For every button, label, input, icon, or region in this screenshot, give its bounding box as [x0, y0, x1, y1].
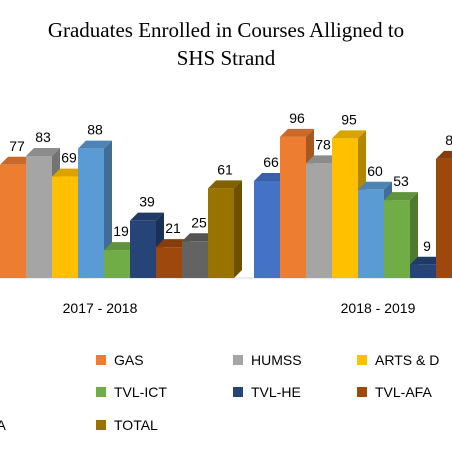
legend-swatch — [357, 355, 367, 365]
bar-2017-2018-humss-label: 83 — [35, 129, 51, 145]
bar-2017-2018-sports-top — [78, 140, 112, 149]
bar-2018-2019-abm-label: 96 — [289, 110, 305, 126]
bar-2017-2018-tvl-afa — [156, 247, 182, 278]
legend-item: GAS — [96, 352, 144, 368]
bar-2017-2018-sports — [78, 148, 104, 278]
bar-2017-2018-tvl-he-label: 39 — [139, 194, 155, 210]
legend-swatch — [96, 420, 106, 430]
bar-2017-2018-abm-top — [0, 156, 34, 165]
bar-2017-2018-humss — [26, 155, 52, 278]
bar-2017-2018-tvl-ia-top — [182, 233, 216, 242]
bar-2017-2018-total — [208, 188, 234, 278]
bar-2017-2018-tvl-ia-label: 25 — [191, 214, 207, 230]
bar-2018-2019-stem-label: 66 — [263, 154, 279, 170]
bar-2018-2019-tvl-he-label: 9 — [423, 238, 431, 254]
bar-2017-2018-humss-top — [26, 147, 60, 156]
bar-2018-2019-humss — [306, 163, 332, 278]
bar-2017-2018-abm — [0, 164, 26, 278]
legend-swatch — [357, 387, 367, 397]
bar-2018-2019-tvl-ict-label: 53 — [393, 173, 409, 189]
chart-title-line-1: Graduates Enrolled in Courses Alligned t… — [47, 18, 405, 42]
bar-2017-2018-total-top — [208, 180, 242, 189]
bar-2018-2019-sports-label: 60 — [367, 163, 383, 179]
bar-2018-2019-arts-design — [332, 138, 358, 278]
legend-label: ARTS & D — [375, 352, 440, 368]
chart-title-line-2: SHS Strand — [176, 46, 276, 70]
bar-2017-2018-tvl-afa-top — [156, 239, 190, 248]
x-tick-label: 2018 - 2019 — [341, 300, 416, 316]
legend-label: TVL-ICT — [114, 384, 167, 400]
bar-2018-2019-sports-top — [358, 181, 392, 190]
bar-2017-2018-total-side — [234, 180, 242, 278]
x-tick-label: 2017 - 2018 — [63, 300, 138, 316]
bar-2017-2018-tvl-afa-label: 21 — [165, 220, 181, 236]
legend-label: TOTAL — [114, 417, 158, 433]
bar-2017-2018-arts-design — [52, 176, 78, 278]
legend-item: -IA — [0, 417, 6, 433]
bar-2018-2019-tvl-afa — [436, 158, 452, 278]
legend-swatch — [96, 387, 106, 397]
legend-item: HUMSS — [233, 352, 302, 368]
bar-2018-2019-sports — [358, 189, 384, 278]
bar-2017-2018-tvl-he — [130, 220, 156, 278]
bar-2017-2018-total-label: 61 — [217, 161, 233, 177]
bar-2018-2019-arts-design-label: 95 — [341, 111, 357, 127]
legend-label: GAS — [114, 352, 144, 368]
bar-2017-2018-tvl-ict — [104, 250, 130, 278]
bar-2018-2019-stem-top — [254, 172, 288, 181]
bar-2017-2018-tvl-ict-top — [104, 242, 138, 251]
legend-item: TOTAL — [96, 417, 158, 433]
legend-item: TVL-HE — [233, 384, 301, 400]
legend-label: HUMSS — [251, 352, 302, 368]
legend-item: ARTS & D — [357, 352, 439, 368]
bar-2017-2018-tvl-ia — [182, 241, 208, 278]
bar-2018-2019-tvl-he-top — [410, 256, 444, 265]
legend-swatch — [233, 387, 243, 397]
bar-2018-2019-tvl-afa-label: 81 — [445, 132, 452, 148]
bar-2018-2019-stem — [254, 180, 280, 278]
bar-2017-2018-sports-side — [104, 140, 112, 278]
bar-2018-2019-tvl-ict-side — [410, 192, 418, 278]
bar-2018-2019-tvl-ict-top — [384, 192, 418, 201]
bar-2018-2019-tvl-ict — [384, 200, 410, 278]
legend-item: TVL-ICT — [96, 384, 167, 400]
bar-2018-2019-humss-label: 78 — [315, 136, 331, 152]
bar-2018-2019-abm-top — [280, 128, 314, 137]
legend-swatch — [233, 355, 243, 365]
bar-2017-2018-sports-label: 88 — [87, 122, 103, 138]
legend-label: TVL-HE — [251, 384, 301, 400]
bar-2018-2019-abm — [280, 136, 306, 278]
legend-label: TVL-AFA — [375, 384, 432, 400]
bar-2017-2018-tvl-he-top — [130, 212, 164, 221]
bar-2017-2018-arts-design-top — [52, 168, 86, 177]
bar-2017-2018-abm-label: 77 — [9, 138, 25, 154]
bar-2018-2019-tvl-afa-top — [436, 150, 452, 159]
legend-item: TVL-AFA — [357, 384, 432, 400]
legend-label: -IA — [0, 417, 6, 433]
bar-2017-2018-tvl-ict-label: 19 — [113, 223, 129, 239]
bar-2018-2019-arts-design-top — [332, 130, 366, 139]
legend-swatch — [96, 355, 106, 365]
bar-2018-2019-tvl-he — [410, 264, 436, 278]
bar-2018-2019-humss-top — [306, 155, 340, 164]
bar-2017-2018-arts-design-label: 69 — [61, 150, 77, 166]
